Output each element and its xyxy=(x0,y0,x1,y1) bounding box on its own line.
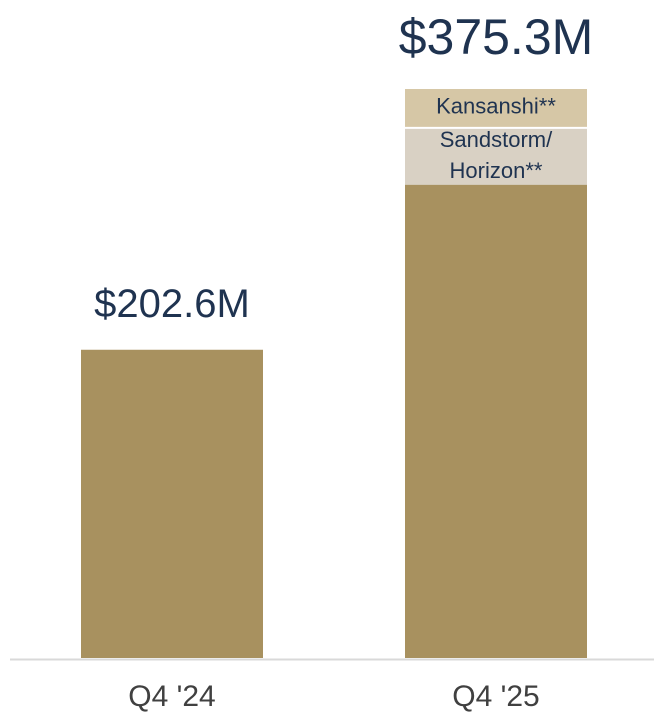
total-value-label: $375.3M xyxy=(399,9,594,65)
category-label: Q4 '24 xyxy=(128,680,215,713)
bar-segment xyxy=(405,128,587,185)
category-label: Q4 '25 xyxy=(452,680,539,713)
segment-label: Kansanshi** xyxy=(436,94,556,119)
bar-segment xyxy=(81,349,263,658)
total-value-label: $202.6M xyxy=(94,282,250,326)
bar-segment xyxy=(405,89,587,127)
segment-label: Horizon** xyxy=(450,158,543,183)
segment-label: Sandstorm/ xyxy=(440,127,553,152)
bar-segment xyxy=(405,184,587,658)
